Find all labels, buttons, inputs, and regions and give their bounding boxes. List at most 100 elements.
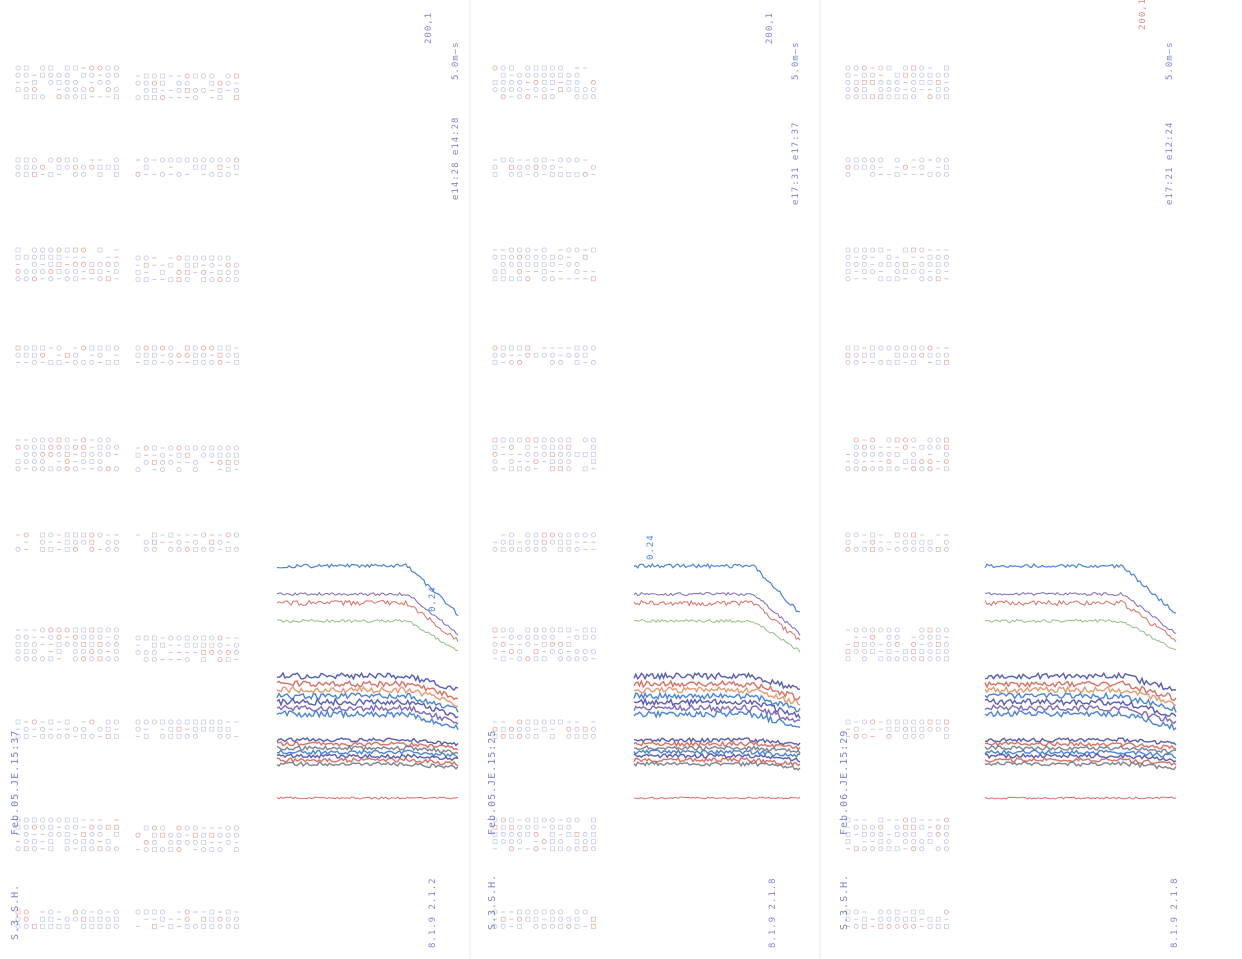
panel2-peak-label: 0.24 xyxy=(646,534,656,560)
panel2-text-block-a-glyph xyxy=(517,79,523,85)
panel1-text-block-a-glyph xyxy=(56,164,62,170)
panel1-text-block-a-glyph xyxy=(81,171,87,177)
panel1-text-block-b-glyph xyxy=(151,839,157,845)
panel2-text-block-a-glyph xyxy=(492,817,498,823)
panel1-text-block-b-glyph xyxy=(160,459,166,465)
panel1-footer: 8.1.9 2.1.2 xyxy=(428,877,438,948)
panel2-text-block-a-glyph xyxy=(574,832,580,837)
panel1-text-block-b-glyph xyxy=(143,649,149,655)
panel1-text-block-a-glyph xyxy=(114,172,119,177)
panel1-text-block-b-glyph xyxy=(192,539,198,545)
panel1-text-block-a-glyph xyxy=(48,656,54,662)
panel1-text-block-b-glyph xyxy=(160,909,166,915)
panel2-text-block-a-glyph xyxy=(541,80,547,85)
panel3-text-block-a-glyph xyxy=(862,924,867,929)
panel2-text-block-a-glyph xyxy=(541,656,547,662)
panel1-text-block-a-glyph xyxy=(23,824,29,830)
panel2-text-block-a-glyph xyxy=(582,171,588,177)
panel1-text-block-a-glyph xyxy=(48,733,54,739)
panel2-text-block-a-glyph xyxy=(550,719,555,725)
panel3-text-block-a-glyph xyxy=(886,726,892,732)
panel2-text-block-a-glyph xyxy=(533,65,539,71)
panel1-text-block-a-glyph xyxy=(97,444,103,450)
panel1-text-block-a-glyph xyxy=(113,345,119,351)
panel1-text-block-b-glyph xyxy=(201,832,206,838)
panel2-text-block-a-glyph xyxy=(517,831,523,837)
panel2-text-block-a-glyph xyxy=(500,352,506,358)
panel3-text-block-a-glyph xyxy=(903,459,908,464)
panel1-text-block-a-glyph xyxy=(97,916,103,922)
panel2-text-block-a-glyph xyxy=(525,726,531,732)
panel1-text-block-a-glyph xyxy=(81,345,87,351)
panel3-text-block-a-glyph xyxy=(853,352,859,358)
panel3-text-block-a-glyph xyxy=(861,649,867,655)
panel1-text-block-a-glyph xyxy=(23,817,29,823)
panel2-text-block-a-glyph xyxy=(508,634,514,640)
panel3-text-block-a-glyph xyxy=(861,719,867,725)
panel1-text-block-b-glyph xyxy=(201,726,206,732)
panel2-text-block-a-glyph xyxy=(541,451,547,457)
panel1-text-block-b-glyph xyxy=(217,649,223,655)
panel1-text-block-a-glyph xyxy=(105,261,111,267)
panel2-text-block-a-glyph xyxy=(517,824,523,830)
panel1-text-block-b-glyph xyxy=(209,546,215,552)
panel2-text-block-a-glyph xyxy=(508,649,514,655)
panel1-text-block-a-glyph xyxy=(48,909,54,915)
panel1-text-block-a-glyph xyxy=(81,539,87,545)
panel1-text-block-a-glyph xyxy=(40,164,46,170)
panel2-text-block-a-glyph xyxy=(525,641,531,647)
panel1-text-block-b-glyph xyxy=(184,657,190,663)
panel1-text-block-b-glyph xyxy=(225,445,231,451)
panel1-text-block-a-glyph xyxy=(72,94,78,100)
panel1-text-block-a-glyph xyxy=(15,72,21,78)
panel2-text-block-a-glyph xyxy=(517,719,523,725)
panel1-text-block-b-glyph xyxy=(234,924,239,929)
panel3-text-block-a-glyph xyxy=(861,247,867,253)
panel3-text-block-a-glyph xyxy=(862,80,867,85)
panel1-text-block-b-glyph xyxy=(225,467,231,472)
panel3-text-block-a-glyph xyxy=(894,846,900,852)
panel1-text-block-a-glyph xyxy=(31,641,37,647)
panel1-text-block-a-glyph xyxy=(73,247,78,253)
panel1-text-block-b-glyph xyxy=(160,171,166,177)
panel3-text-block-a-glyph xyxy=(903,269,908,274)
panel1-text-block-b-glyph xyxy=(184,270,190,275)
panel1-text-block-b-glyph xyxy=(217,445,223,451)
panel3-text-block-a-glyph xyxy=(911,345,916,351)
panel1-text-block-a-glyph xyxy=(64,547,70,552)
panel2-text-block-a-glyph xyxy=(517,261,523,267)
panel3-text-block-a-glyph xyxy=(935,444,941,450)
panel1-text-block-b-glyph xyxy=(201,352,207,358)
panel1-text-block-a-glyph xyxy=(89,459,95,464)
panel1-text-block-a-glyph xyxy=(48,719,54,725)
panel1-text-block-a-glyph xyxy=(15,634,21,640)
panel3-text-block-a-glyph xyxy=(886,839,892,845)
panel1-text-block-a-glyph xyxy=(48,924,54,929)
panel3-text-block-a-glyph xyxy=(870,444,876,450)
panel3-text-block-a-glyph xyxy=(878,87,884,93)
panel3-text-block-a-glyph xyxy=(894,641,900,647)
panel2-text-block-a-glyph xyxy=(509,345,514,351)
panel3-text-block-a-glyph xyxy=(911,923,917,929)
panel1-text-block-a-glyph xyxy=(113,87,119,93)
panel3-text-block-a-glyph xyxy=(944,94,949,100)
panel1-text-block-a-glyph xyxy=(113,546,119,552)
panel3-text-block-a-glyph xyxy=(911,839,917,845)
panel1-text-block-b-glyph xyxy=(184,255,190,261)
panel3-text-block-a-glyph xyxy=(853,437,859,443)
panel1-text-block-b-glyph xyxy=(193,547,198,552)
panel3-text-block-a-glyph xyxy=(886,733,892,739)
panel2-text-block-a-glyph xyxy=(566,459,572,465)
panel3-text-block-a-glyph xyxy=(935,719,941,725)
panel1-text-block-a-glyph xyxy=(40,269,46,275)
panel2-text-block-a-glyph xyxy=(582,627,588,633)
panel1-text-block-a-glyph xyxy=(113,269,119,275)
panel2-text-block-a-glyph xyxy=(492,546,498,552)
panel1-text-block-a-glyph xyxy=(89,634,95,640)
panel1-text-block-b-glyph xyxy=(176,726,182,732)
panel2-text-block-a-glyph xyxy=(590,824,596,830)
panel1-text-block-a-glyph xyxy=(56,451,62,457)
panel3-text-block-a-glyph xyxy=(911,459,916,464)
panel1-text-block-b-glyph xyxy=(217,164,223,170)
panel1-text-block-a-glyph xyxy=(15,824,21,830)
